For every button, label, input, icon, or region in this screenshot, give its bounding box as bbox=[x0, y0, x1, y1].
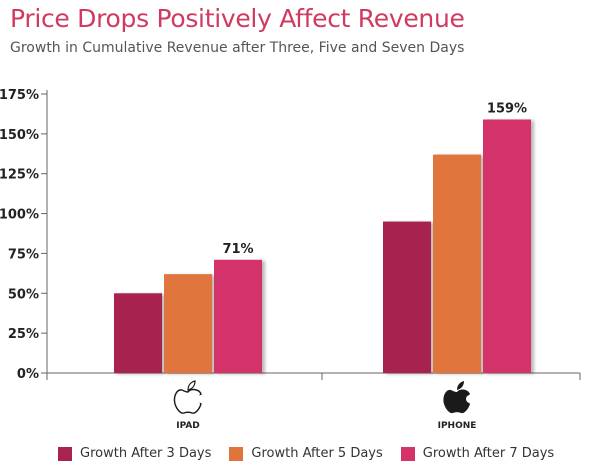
y-tick-label: 150% bbox=[0, 128, 39, 143]
y-tick-label: 75% bbox=[8, 247, 39, 262]
legend-swatch-5-days bbox=[229, 446, 244, 461]
bar-iphone-series-1 bbox=[383, 221, 431, 373]
legend-label-3-days: Growth After 3 Days bbox=[80, 446, 212, 461]
bar-ipad-series-1 bbox=[114, 293, 162, 373]
legend-label-5-days: Growth After 5 Days bbox=[251, 446, 383, 461]
y-tick-label: 125% bbox=[0, 168, 39, 183]
bar-iphone-series-2 bbox=[433, 154, 481, 373]
legend-item-7-days: Growth After 7 Days bbox=[400, 446, 555, 461]
apple-bite bbox=[197, 395, 205, 403]
legend-swatch-7-days bbox=[400, 446, 415, 461]
y-tick-label: 100% bbox=[0, 208, 39, 223]
apple-outline-icon bbox=[173, 380, 205, 414]
y-tick-label: 25% bbox=[8, 327, 39, 342]
bar-iphone-series-3 bbox=[483, 119, 531, 373]
apple-filled-icon bbox=[443, 381, 474, 414]
apple-body bbox=[173, 388, 202, 414]
bars bbox=[114, 119, 531, 373]
apple-bite bbox=[466, 395, 474, 403]
category-icons: IPAD IPHONE bbox=[173, 380, 477, 431]
chart-subtitle: Growth in Cumulative Revenue after Three… bbox=[10, 40, 465, 56]
apple-body bbox=[443, 389, 470, 414]
y-tick-label: 175% bbox=[0, 88, 39, 103]
legend: Growth After 3 Days Growth After 5 Days … bbox=[58, 446, 572, 461]
labels: 71% 159% bbox=[222, 102, 527, 257]
y-tick-label: 0% bbox=[17, 367, 39, 382]
bar-ipad-series-3 bbox=[214, 259, 262, 373]
apple-leaf bbox=[457, 381, 464, 390]
data-label: 159% bbox=[487, 102, 527, 117]
axes: 0% 25% 50% 75% 100% 125% 150% 175% bbox=[0, 88, 581, 382]
chart-title: Price Drops Positively Affect Revenue bbox=[10, 4, 465, 33]
legend-item-5-days: Growth After 5 Days bbox=[229, 446, 383, 461]
bar-ipad-series-2 bbox=[164, 274, 212, 373]
y-tick-label: 50% bbox=[8, 287, 39, 302]
x-category-label: IPAD bbox=[176, 421, 200, 431]
apple-leaf bbox=[187, 380, 196, 391]
data-label: 71% bbox=[222, 242, 253, 257]
bar-chart: 0% 25% 50% 75% 100% 125% 150% 175% 71% 159% IPAD… bbox=[0, 88, 581, 431]
legend-label-7-days: Growth After 7 Days bbox=[422, 446, 555, 461]
legend-item-3-days: Growth After 3 Days bbox=[58, 446, 211, 461]
x-category-label: IPHONE bbox=[438, 421, 477, 431]
legend-swatch-3-days bbox=[58, 446, 72, 461]
